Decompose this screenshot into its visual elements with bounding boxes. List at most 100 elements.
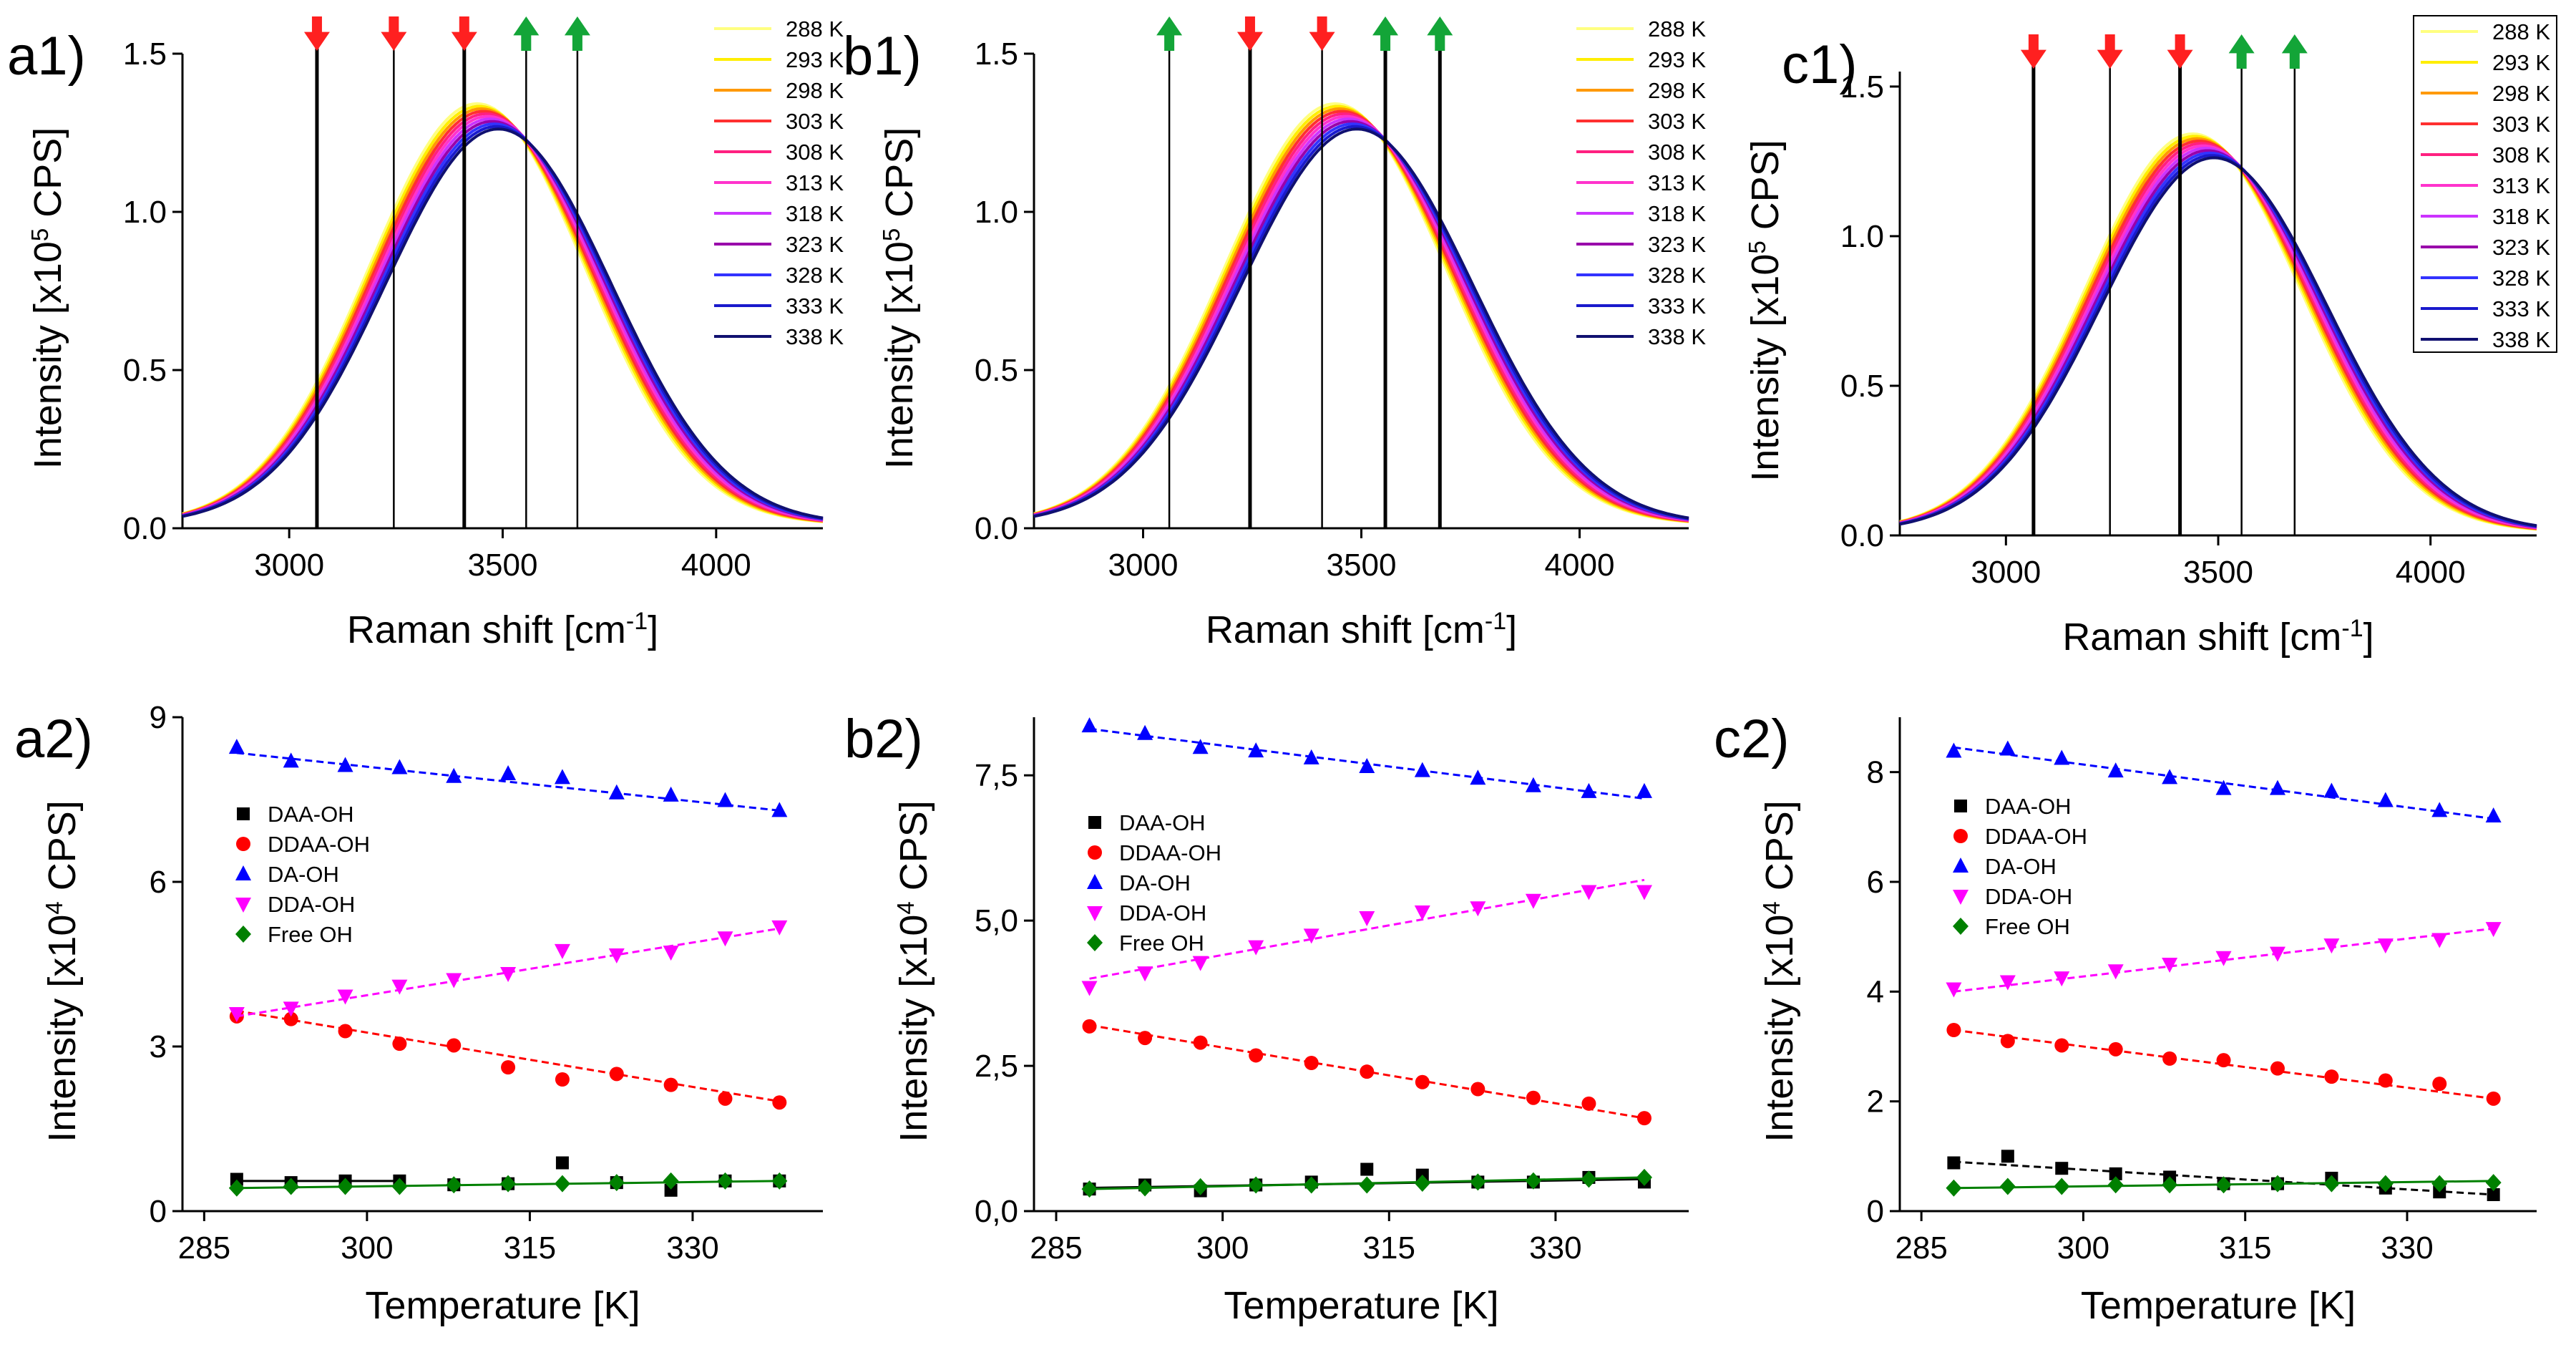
data-point	[1636, 1111, 1652, 1126]
data-point	[1581, 782, 1597, 798]
data-point	[2485, 807, 2502, 822]
series-Free-OH	[228, 1172, 788, 1197]
y-tick-label-a2: 9	[150, 700, 167, 735]
x-tick-label-a1: 3000	[254, 548, 324, 583]
data-point	[2108, 1041, 2123, 1057]
legend-label: 338 K	[786, 324, 844, 349]
data-point	[608, 948, 625, 963]
data-point	[1249, 1048, 1264, 1063]
legend-marker	[1953, 829, 1968, 843]
legend-label: 298 K	[1648, 78, 1706, 103]
legend-marker	[1954, 800, 1967, 812]
data-point	[1526, 1090, 1541, 1105]
legend-label: 333 K	[786, 293, 844, 319]
data-point	[1081, 1180, 1098, 1198]
data-point	[2486, 1091, 2501, 1106]
data-point	[1470, 901, 1486, 917]
series-DDA-OH	[228, 920, 788, 1022]
data-point	[2107, 964, 2124, 980]
data-point	[2431, 802, 2448, 817]
legend-marker	[235, 898, 251, 913]
legend-b2: DAA-OH DDAA-OH DA-OH DDA-OH Free OH	[1087, 810, 1221, 956]
y-axis-label-b2: Intensity [x104 CPS]	[892, 800, 936, 1142]
y-tick-label-c1: 0.0	[1840, 518, 1884, 553]
legend-marker	[1087, 906, 1103, 921]
data-point	[1636, 885, 1652, 900]
x-axis-label-c2: Temperature [K]	[2081, 1284, 2356, 1327]
x-tick-label-c1: 4000	[2396, 555, 2466, 590]
legend-label: DDAA-OH	[1119, 840, 1221, 865]
y-tick-label-b1: 0.5	[975, 353, 1018, 388]
legend-label: 313 K	[2492, 173, 2550, 198]
data-point	[1137, 1179, 1153, 1197]
y-tick-label-c2: 2	[1867, 1084, 1884, 1120]
x-tick-label-a1: 4000	[681, 548, 751, 583]
data-point	[1192, 739, 1209, 754]
data-point	[1999, 740, 2016, 756]
data-point	[337, 1177, 353, 1195]
series-DA-OH	[1081, 717, 1652, 800]
data-point	[717, 1172, 733, 1190]
data-point	[337, 989, 353, 1005]
data-point	[1081, 981, 1098, 996]
legend-label: 338 K	[1648, 324, 1706, 349]
legend-label: 308 K	[2492, 142, 2550, 167]
legend-c1: 288 K 293 K 298 K 303 K 308 K 313 K 318 K 323 K…	[2413, 15, 2557, 353]
data-point	[1470, 769, 1486, 785]
data-point	[1999, 975, 2016, 991]
x-tick-label-a2: 285	[178, 1230, 230, 1266]
data-point	[446, 973, 462, 989]
data-point	[609, 1067, 624, 1082]
arrow-down-icon	[1309, 16, 1335, 51]
data-point	[554, 1175, 570, 1193]
legend-label: 298 K	[786, 78, 844, 103]
legend-a2: DAA-OH DDAA-OH DA-OH DDA-OH Free OH	[235, 802, 370, 947]
y-tick-label-c2: 8	[1867, 755, 1884, 790]
data-point	[228, 739, 245, 754]
x-axis-label-a2: Temperature [K]	[365, 1284, 640, 1327]
legend-marker	[1087, 934, 1103, 951]
legend-label: DDA-OH	[1985, 884, 2072, 909]
legend-label: 333 K	[2492, 296, 2550, 321]
spectrum-line-338K	[1033, 127, 1689, 520]
x-tick-label-b2: 285	[1030, 1230, 1082, 1266]
legend-b1: 288 K 293 K 298 K 303 K 308 K 313 K 318 K 323 K…	[1576, 16, 1706, 349]
arrow-up-icon	[2228, 34, 2255, 69]
arrow-down-icon	[2020, 34, 2046, 69]
x-tick-label-a1: 3500	[468, 548, 538, 583]
legend-label: 288 K	[1648, 16, 1706, 42]
data-point	[447, 1038, 462, 1053]
y-tick-label-c1: 1.0	[1840, 219, 1884, 254]
legend-label: 308 K	[786, 140, 844, 165]
data-point	[1359, 911, 1375, 927]
legend-marker	[1088, 816, 1101, 829]
data-point	[1360, 1162, 1374, 1176]
legend-label: 288 K	[786, 16, 844, 42]
data-point	[391, 979, 408, 995]
data-point	[1193, 1035, 1208, 1050]
legend-label: 338 K	[2492, 327, 2550, 352]
data-point	[663, 786, 679, 802]
data-point	[2269, 946, 2285, 962]
data-point	[230, 1172, 243, 1186]
data-point	[1303, 749, 1319, 764]
arrow-down-icon	[451, 16, 477, 51]
data-point	[2378, 1073, 2393, 1088]
arrow-up-icon	[564, 16, 590, 51]
legend-marker	[1953, 890, 1968, 905]
y-axis-label-c1: Intensity [x105 CPS]	[1744, 140, 1787, 482]
spectrum-line-338K	[1899, 156, 2537, 528]
data-point	[1947, 1156, 1961, 1170]
y-tick-label-a1: 1.5	[123, 37, 167, 72]
data-point	[663, 946, 679, 961]
data-point	[1581, 1170, 1597, 1188]
data-point	[1304, 1056, 1319, 1070]
arrow-down-icon	[1236, 16, 1263, 51]
legend-label: 318 K	[786, 201, 844, 226]
legend-marker	[1953, 918, 1968, 935]
data-point	[2431, 1175, 2448, 1193]
data-point	[2269, 1175, 2285, 1193]
data-point	[2162, 1051, 2177, 1066]
data-point	[1525, 893, 1541, 909]
data-point	[1525, 777, 1541, 792]
